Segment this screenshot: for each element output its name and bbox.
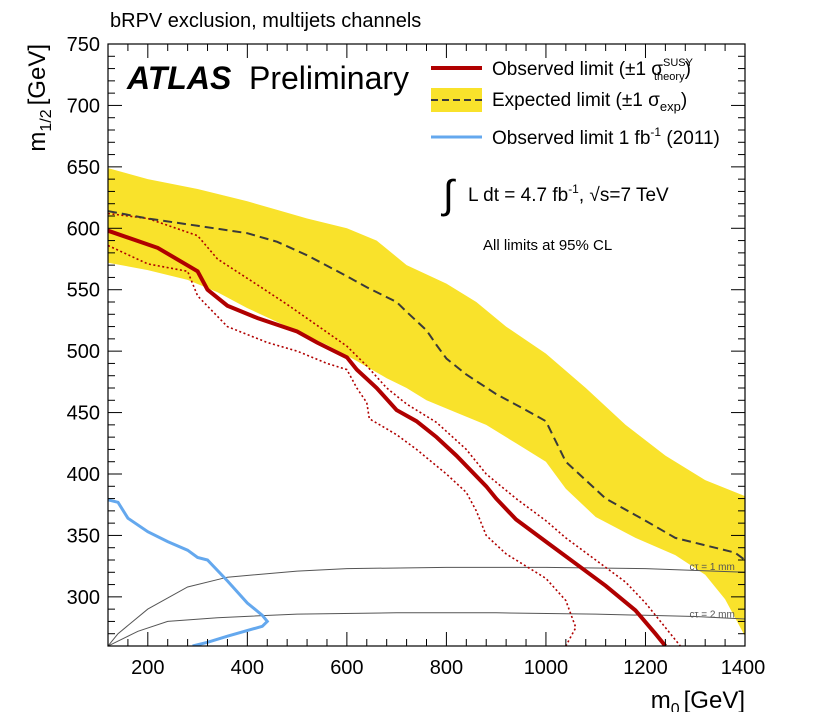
axis-ticks bbox=[107, 43, 746, 647]
y-tick-label: 600 bbox=[67, 218, 100, 240]
legend-observed-label: Observed limit (±1 σSUSY theory) bbox=[492, 57, 694, 83]
expected-limit-line bbox=[108, 210, 745, 561]
observed-limit-line bbox=[108, 228, 667, 646]
integral-sign: ∫ bbox=[441, 173, 457, 217]
contour-labels: cτ = 1 mm cτ = 2 mm bbox=[689, 562, 734, 621]
luminosity-text: L dt = 4.7 fb-1, √s=7 TeV bbox=[468, 182, 669, 206]
cl-note: All limits at 95% CL bbox=[483, 237, 612, 254]
y-tick-label: 400 bbox=[67, 464, 100, 486]
x-tick-label: 1400 bbox=[721, 657, 766, 679]
y-tick-label: 550 bbox=[67, 280, 100, 302]
x-tick-labels: 200 400 600 800 1000 1200 1400 bbox=[131, 657, 765, 679]
contour-label: cτ = 2 mm bbox=[689, 610, 734, 621]
preliminary-text: Preliminary bbox=[249, 60, 409, 96]
y-tick-label: 650 bbox=[67, 157, 100, 179]
x-tick-label: 600 bbox=[330, 657, 363, 679]
y-tick-label: 450 bbox=[67, 403, 100, 425]
x-axis-label: m0 [GeV] bbox=[651, 687, 745, 712]
expected-band bbox=[108, 168, 745, 646]
luminosity-label: ∫ L dt = 4.7 fb-1, √s=7 TeV bbox=[441, 173, 669, 217]
legend-2011-label: Observed limit 1 fb-1 (2011) bbox=[492, 125, 720, 149]
atlas-logo-text: ATLAS bbox=[126, 60, 232, 96]
legend: Observed limit (±1 σSUSY theory) Expected… bbox=[431, 57, 720, 149]
x-tick-label: 400 bbox=[231, 657, 264, 679]
legend-expected-label: Expected limit (±1 σexp) bbox=[492, 90, 687, 114]
y-tick-label: 300 bbox=[67, 587, 100, 609]
atlas-label: ATLAS Preliminary bbox=[126, 60, 409, 96]
y-tick-label: 750 bbox=[67, 34, 100, 56]
chart-title: bRPV exclusion, multijets channels bbox=[110, 10, 421, 32]
y-axis-label: m1/2[GeV] bbox=[24, 44, 55, 152]
x-tick-label: 1200 bbox=[623, 657, 668, 679]
x-tick-label: 1000 bbox=[524, 657, 569, 679]
y-tick-label: 500 bbox=[67, 341, 100, 363]
ctau-2mm-contour bbox=[108, 612, 745, 646]
plot-area: cτ = 1 mm cτ = 2 mm bbox=[108, 168, 745, 646]
x-tick-label: 200 bbox=[131, 657, 164, 679]
y-tick-labels: 300 350 400 450 500 550 600 650 700 750 bbox=[67, 34, 100, 609]
y-tick-label: 700 bbox=[67, 95, 100, 117]
y-tick-label: 350 bbox=[67, 525, 100, 547]
contour-label: cτ = 1 mm bbox=[689, 562, 734, 573]
observed-2011-line bbox=[108, 498, 270, 646]
x-tick-label: 800 bbox=[430, 657, 463, 679]
